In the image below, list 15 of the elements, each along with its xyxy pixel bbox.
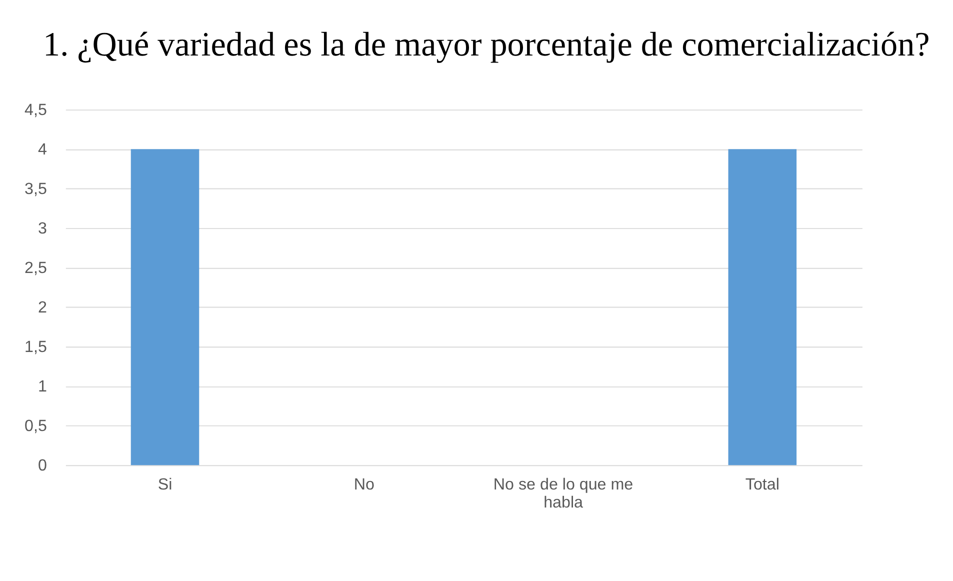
y-tick-label: 1 xyxy=(38,377,47,396)
x-tick-label: Total xyxy=(745,475,780,494)
y-tick-label: 2 xyxy=(38,298,47,316)
x-tick-label: No xyxy=(354,475,374,494)
y-tick-label: 0 xyxy=(38,456,47,474)
y-tick-label: 3,5 xyxy=(24,180,47,198)
y-tick-label: 1,5 xyxy=(24,338,47,356)
chart-title: 1. ¿Qué variedad es la de mayor porcentaje de comercialización? xyxy=(43,26,930,64)
x-tick-label: No se de lo que me habla xyxy=(493,475,634,512)
y-tick-label: 3 xyxy=(38,219,47,238)
x-tick-label: Si xyxy=(158,475,172,494)
y-tick-label: 4 xyxy=(38,140,47,158)
y-tick-label: 4,5 xyxy=(24,100,47,119)
y-tick-label: 2,5 xyxy=(24,258,47,277)
y-tick-label: 0,5 xyxy=(24,416,47,435)
